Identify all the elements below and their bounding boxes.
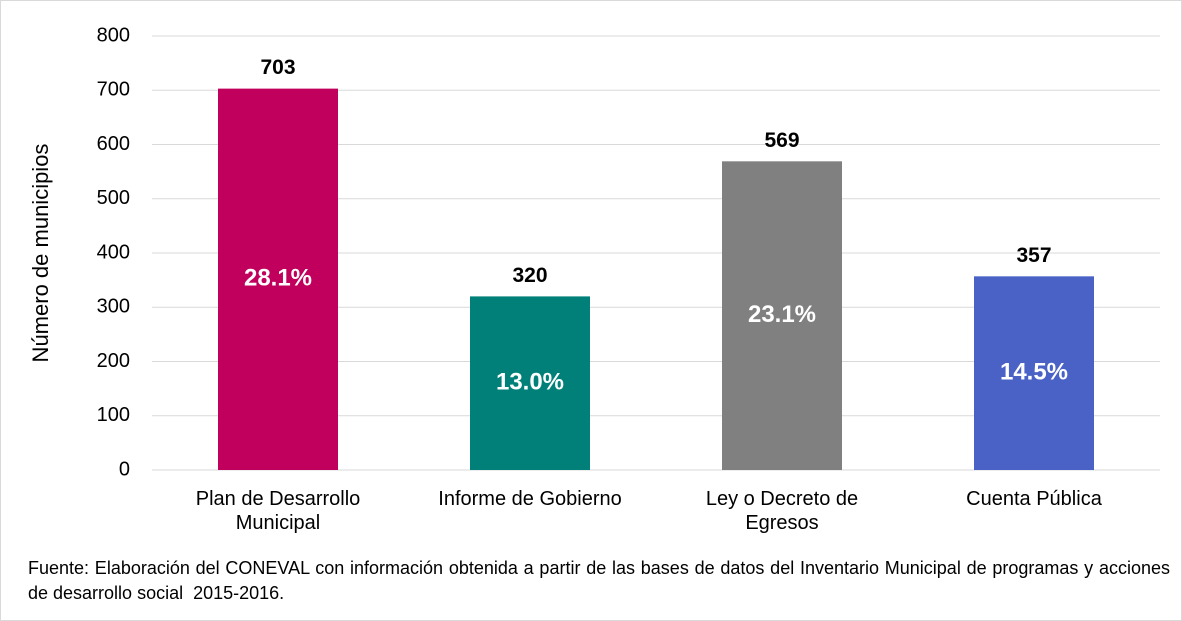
share-label: 14.5% (1000, 359, 1068, 386)
x-tick-label: Plan de Desarrollo Municipal (195, 488, 361, 534)
x-tick-label: Ley o Decreto de Egresos (705, 488, 859, 534)
share-label: 28.1% (244, 265, 312, 292)
bar (218, 88, 338, 470)
y-tick-label: 400 (97, 241, 130, 263)
y-tick-label: 800 (97, 24, 130, 46)
bar (470, 296, 590, 470)
y-axis-label: Número de municipios (28, 144, 53, 363)
bar (722, 161, 842, 470)
y-tick-label: 600 (97, 133, 130, 155)
y-tick-label: 500 (97, 187, 130, 209)
footnote: Fuente: Elaboración del CONEVAL con info… (28, 558, 1176, 603)
share-label: 13.0% (496, 369, 564, 396)
value-label: 703 (260, 56, 295, 79)
y-tick-label: 300 (97, 296, 130, 318)
value-label: 320 (512, 264, 547, 287)
value-label: 357 (1016, 244, 1051, 267)
y-tick-label: 0 (119, 458, 130, 480)
bar (974, 276, 1094, 470)
y-tick-label: 100 (97, 404, 130, 426)
x-tick-label: Cuenta Pública (966, 488, 1102, 510)
value-label: 569 (764, 129, 799, 152)
x-tick-label: Informe de Gobierno (438, 488, 622, 510)
share-label: 23.1% (748, 301, 816, 328)
y-tick-label: 700 (97, 79, 130, 101)
y-tick-label: 200 (97, 350, 130, 372)
